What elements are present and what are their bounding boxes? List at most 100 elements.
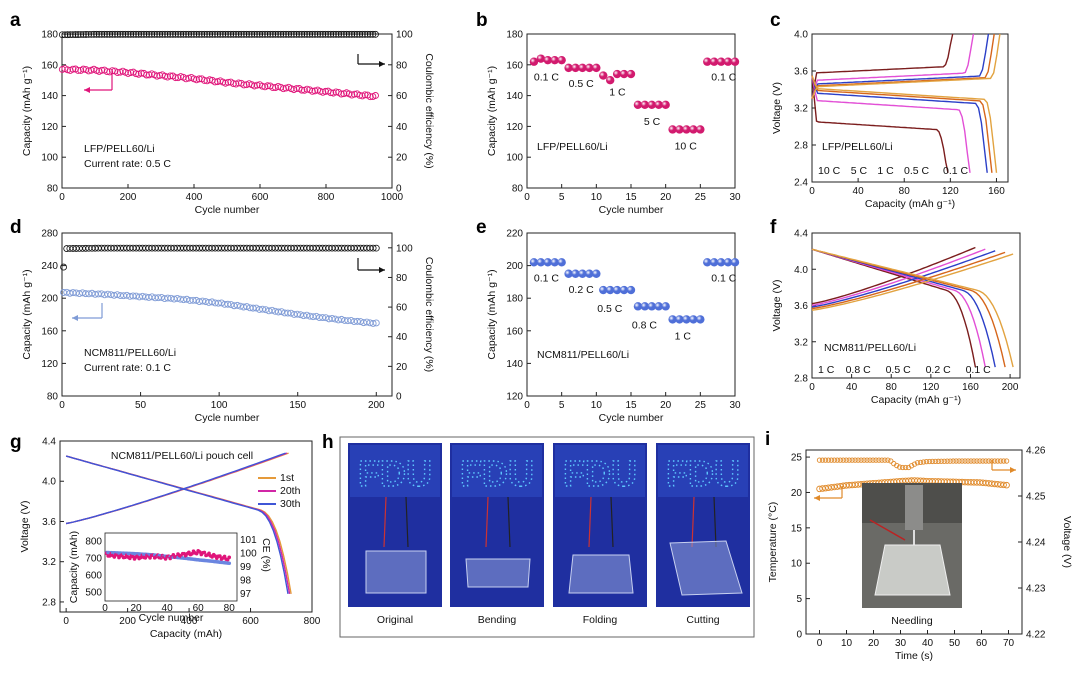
lead-wire: [713, 496, 717, 548]
legend-entry: 0.2 C: [926, 364, 952, 376]
rate-point: [696, 125, 705, 134]
voltage-point: [1000, 458, 1007, 464]
led-board: [555, 445, 645, 497]
rate-label: 5 C: [644, 116, 661, 128]
y-tick-label: 180: [506, 30, 523, 41]
x-tick-label: 100: [211, 400, 228, 411]
x-tick-label: 60: [976, 638, 988, 649]
x-tick-label: 0: [524, 400, 530, 411]
inset-x-tick-label: 0: [102, 603, 108, 614]
x-tick-label: 20: [868, 638, 880, 649]
annotation: NCM811/PELL60/Li: [824, 342, 916, 354]
rate-point: [599, 285, 608, 295]
ce-point: [145, 30, 153, 38]
led-text: FDU: [358, 453, 432, 494]
ce-point: [224, 30, 232, 38]
ce-point: [243, 30, 250, 38]
x-axis-label: Capacity (mAh g⁻¹): [865, 198, 955, 210]
x-tick-label: 0: [809, 382, 815, 393]
voltage-point: [944, 458, 950, 464]
capacity-point: [253, 81, 261, 89]
x-tick-label: 40: [846, 382, 858, 393]
pouch-cell: [465, 558, 531, 588]
y-tick-label: 240: [41, 261, 58, 272]
rate-point: [668, 125, 677, 134]
ce-point: [182, 30, 190, 38]
rate-point: [640, 302, 650, 311]
led-text: FDU: [460, 453, 534, 494]
rate-point: [529, 258, 539, 267]
legend-entry: 1 C: [877, 165, 894, 177]
rate-point: [557, 258, 566, 267]
x-tick-label: 160: [962, 382, 979, 393]
y-tick-label: 3.2: [794, 104, 808, 115]
chart-a: 0 200 400 600 800 1000 80 100 120 140 160 180 0 20 40 6…: [10, 10, 435, 216]
inset-frame: [104, 532, 238, 602]
charge-curve: [811, 33, 995, 100]
panel-label: h: [322, 432, 334, 453]
x-tick-label: 800: [318, 192, 335, 203]
x-axis-label: Time (s): [895, 650, 933, 662]
rate-point: [633, 302, 643, 311]
y-tick-label: 120: [506, 392, 523, 403]
y2-tick-label: 80: [396, 60, 408, 71]
ce-point: [169, 30, 177, 38]
rate-point: [689, 125, 698, 134]
voltage-point: [894, 462, 900, 469]
x-tick-label: 0: [59, 400, 65, 411]
rate-label: 0.1 C: [534, 72, 560, 84]
capacity-point: [224, 300, 232, 308]
capacity-point: [233, 301, 241, 309]
x-tick-label: 5: [559, 400, 565, 411]
x-tick-label: 800: [304, 616, 321, 627]
discharge-curve: [811, 75, 993, 173]
panel-label: f: [770, 217, 777, 238]
led-text: FDU: [563, 453, 637, 494]
capacity-point: [240, 81, 248, 89]
rate-point: [682, 315, 691, 324]
ce-point: [274, 30, 282, 38]
voltage-point: [968, 458, 974, 464]
capacity-point: [127, 69, 135, 77]
rate-point: [619, 285, 629, 295]
y-axis-label: Capacity (mAh g⁻¹): [486, 66, 498, 156]
capacity-point: [369, 320, 377, 327]
y-tick-label: 280: [41, 229, 58, 240]
voltage-point: [870, 457, 876, 463]
rate-point: [640, 100, 650, 110]
x-tick-label: 400: [181, 616, 198, 627]
ce-point: [287, 30, 295, 38]
rate-point: [661, 302, 670, 311]
ce-point: [253, 30, 261, 38]
ce-point: [108, 30, 116, 38]
inset-y-tick-label: 800: [85, 537, 102, 548]
ce-point: [327, 30, 335, 38]
x-tick-label: 50: [949, 638, 961, 649]
panel-label: b: [476, 10, 488, 31]
rate-label: 0.1 C: [711, 72, 737, 84]
rate-label: 0.8 C: [632, 319, 658, 331]
discharge-curve: [811, 75, 949, 173]
x-tick-label: 30: [895, 638, 907, 649]
legend-entry: 1st: [280, 472, 294, 484]
y2-tick-label: 100: [396, 30, 413, 41]
ce-point: [85, 30, 93, 38]
arrow-head: [1010, 467, 1016, 473]
capacity-point: [372, 92, 379, 99]
ce-point: [153, 30, 161, 38]
y2-tick-label: 80: [396, 273, 408, 284]
ce-point: [61, 31, 69, 39]
voltage-point: [920, 459, 927, 465]
capacity-point: [185, 74, 193, 82]
ce-point: [361, 30, 369, 38]
capacity-point: [274, 308, 282, 316]
y2-tick-label: 0: [396, 392, 402, 403]
ce-point: [185, 30, 193, 38]
ce-point: [264, 30, 272, 38]
x-axis-label: Cycle number: [599, 204, 664, 216]
x-tick-label: 40: [853, 186, 865, 197]
plot-frame: [526, 33, 736, 189]
ce-point: [311, 30, 319, 38]
y-tick-label: 4.4: [794, 229, 808, 240]
rate-label: 0.1 C: [711, 272, 737, 284]
